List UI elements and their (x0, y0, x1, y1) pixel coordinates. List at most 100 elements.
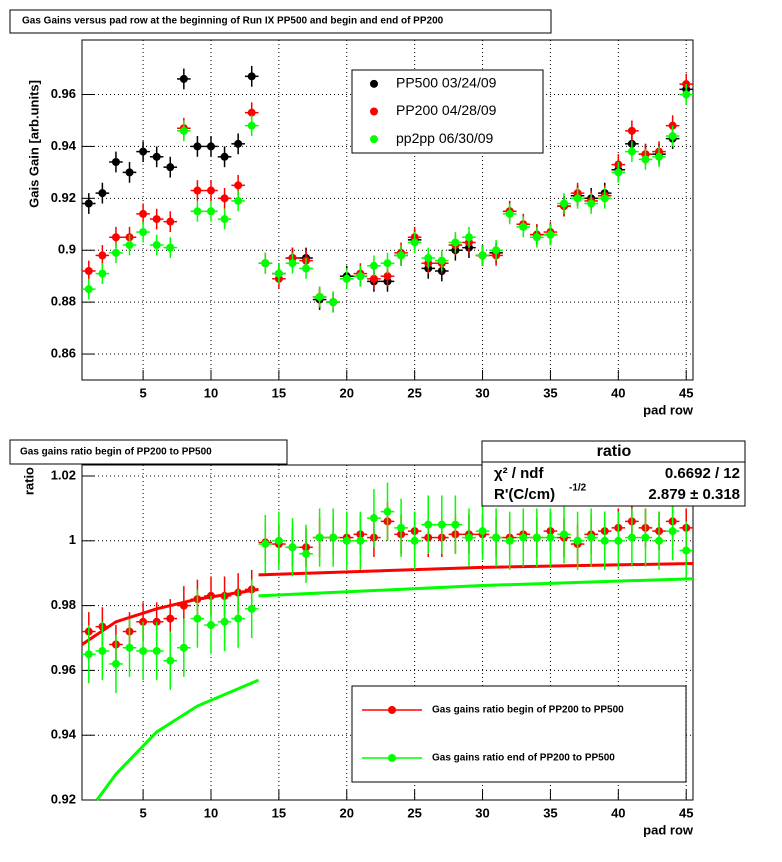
point (356, 272, 365, 281)
point (139, 147, 148, 156)
point (98, 189, 107, 198)
point (179, 643, 188, 652)
x-tick-label: 10 (204, 385, 218, 400)
point (302, 549, 311, 558)
point (410, 238, 419, 247)
point (519, 222, 528, 231)
point (125, 643, 134, 652)
point (152, 646, 161, 655)
point (234, 139, 243, 148)
point (492, 246, 501, 255)
point (410, 536, 419, 545)
y-tick-label: 0.86 (51, 345, 76, 360)
point (247, 108, 256, 117)
point (573, 536, 582, 545)
y-tick-label: 0.96 (51, 86, 76, 101)
point (166, 614, 175, 623)
point (614, 536, 623, 545)
point (437, 520, 446, 529)
point (546, 533, 555, 542)
x-tick-label: 35 (543, 805, 557, 820)
chart-title: Gas gains ratio begin of PP200 to PP500 (20, 447, 212, 458)
point (424, 254, 433, 263)
point (274, 536, 283, 545)
point (111, 659, 120, 668)
point (573, 194, 582, 203)
point (587, 533, 596, 542)
point (247, 72, 256, 81)
point (682, 90, 691, 99)
point (274, 269, 283, 278)
point (532, 533, 541, 542)
plot-frame (81, 39, 694, 381)
point (315, 292, 324, 301)
point (342, 274, 351, 283)
legend-label: Gas gains ratio begin of PP200 to PP500 (432, 705, 624, 716)
y-tick-label: 0.92 (51, 190, 76, 205)
x-tick-label: 25 (407, 385, 421, 400)
point (505, 209, 514, 218)
point (111, 157, 120, 166)
point (220, 215, 229, 224)
fit-curve (95, 678, 260, 801)
legend-box (351, 685, 687, 783)
point (193, 142, 202, 151)
x-tick-label: 45 (679, 805, 693, 820)
stats-exponent: -1/2 (569, 483, 587, 494)
stats-value: 0.6692 / 12 (665, 465, 740, 482)
point (166, 163, 175, 172)
point (98, 251, 107, 260)
point (193, 614, 202, 623)
fit-curve (258, 577, 694, 598)
legend-label: pp2pp 06/30/09 (396, 130, 494, 146)
point (193, 186, 202, 195)
stats-value: 2.879 ± 0.318 (648, 486, 740, 503)
point (139, 646, 148, 655)
y-tick-label: 0.98 (51, 597, 76, 612)
y-tick-label: 0.92 (51, 791, 76, 806)
point (668, 527, 677, 536)
y-tick-label: 0.9 (58, 242, 76, 257)
x-tick-label: 20 (340, 385, 354, 400)
legend-label: PP500 03/24/09 (396, 75, 497, 91)
point (166, 656, 175, 665)
y-tick-label: 0.94 (51, 138, 77, 153)
point (383, 507, 392, 516)
point (125, 241, 134, 250)
point (369, 274, 378, 283)
stats-title: ratio (597, 443, 632, 460)
point (84, 285, 93, 294)
point (98, 646, 107, 655)
point (627, 147, 636, 156)
point (247, 121, 256, 130)
point (193, 207, 202, 216)
point (329, 298, 338, 307)
title-box (9, 9, 552, 34)
point (179, 74, 188, 83)
point (84, 199, 93, 208)
point (369, 514, 378, 523)
point (424, 520, 433, 529)
point (342, 536, 351, 545)
point (111, 248, 120, 257)
x-tick-label: 20 (340, 805, 354, 820)
point (139, 209, 148, 218)
point (519, 533, 528, 542)
y-tick-label: 0.96 (51, 662, 76, 677)
x-tick-label: 35 (543, 385, 557, 400)
point (220, 617, 229, 626)
y-tick-label: 0.94 (51, 727, 77, 742)
point (220, 152, 229, 161)
point (220, 194, 229, 203)
point (84, 650, 93, 659)
point (125, 168, 134, 177)
point (288, 259, 297, 268)
point (152, 241, 161, 250)
point (288, 543, 297, 552)
point (111, 233, 120, 242)
y-tick-label: 0.88 (51, 294, 76, 309)
x-tick-label: 5 (139, 805, 146, 820)
plot-frame (81, 464, 694, 801)
y-axis-label: Gais Gain [arb.units] (26, 80, 41, 208)
point (560, 530, 569, 539)
